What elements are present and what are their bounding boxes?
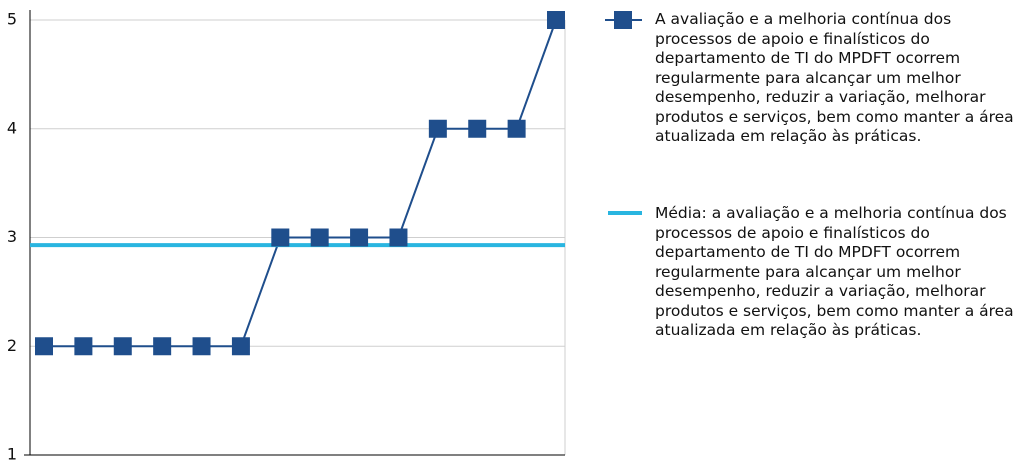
marker (153, 337, 172, 356)
y-tick-label: 3 (7, 227, 17, 246)
marker (35, 337, 53, 356)
marker (428, 119, 447, 138)
marker (468, 119, 487, 138)
marker (310, 228, 329, 247)
y-tick-label: 4 (7, 118, 17, 137)
marker (389, 228, 408, 247)
marker (74, 337, 93, 356)
marker (113, 337, 132, 356)
marker (547, 11, 565, 29)
legend-label: A avaliação e a melhoria contínua dos pr… (655, 10, 1014, 145)
y-tick-label: 2 (7, 336, 17, 355)
legend-label: Média: a avaliação e a melhoria contínua… (655, 204, 1014, 339)
marker (271, 228, 290, 247)
marker (350, 228, 369, 247)
marker (192, 337, 211, 356)
y-tick-label: 1 (7, 445, 17, 461)
y-tick-label: 5 (7, 10, 17, 29)
series-line (44, 19, 557, 348)
marker (231, 337, 250, 356)
marker (507, 119, 526, 138)
legend-marker (614, 11, 632, 29)
